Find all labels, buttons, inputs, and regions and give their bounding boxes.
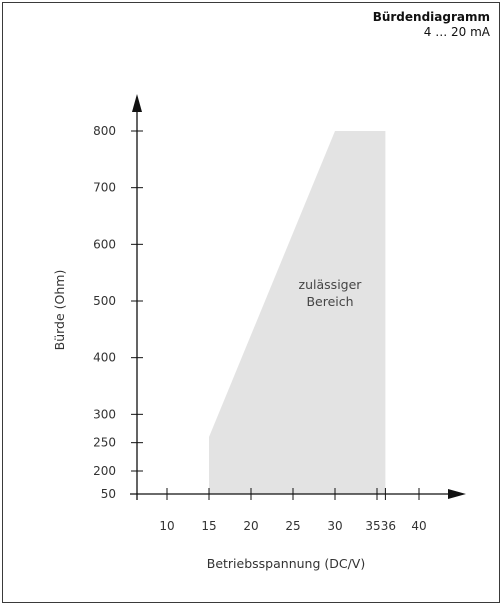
y-tick-label: 800 xyxy=(93,124,116,138)
chart-subtitle: 4 … 20 mA xyxy=(423,25,490,39)
x-tick-label: 35 xyxy=(365,519,380,533)
y-tick-label: 700 xyxy=(93,181,116,195)
y-axis-label: Bürde (Ohm) xyxy=(52,270,67,351)
ticks-layer: 10 15 20 25 30 35 36 40 50 200 250 300 400 500 600 700 8… xyxy=(93,124,427,533)
x-tick-label: 30 xyxy=(327,519,342,533)
y-tick-label: 400 xyxy=(93,351,116,365)
x-tick-label: 10 xyxy=(159,519,174,533)
y-tick-label: 600 xyxy=(93,237,116,251)
y-tick-label: 500 xyxy=(93,294,116,308)
x-axis-arrowhead xyxy=(448,489,466,499)
permissible-region xyxy=(209,131,386,494)
x-axis-label: Betriebsspannung (DC/V) xyxy=(207,556,366,571)
y-tick-label: 200 xyxy=(93,464,116,478)
y-tick-label: 300 xyxy=(93,407,116,421)
y-tick-label: 50 xyxy=(101,487,116,501)
y-axis-arrowhead xyxy=(132,94,142,112)
region-label-line1: zulässiger xyxy=(299,277,363,292)
x-tick-label: 36 xyxy=(381,519,396,533)
x-tick-label: 15 xyxy=(201,519,216,533)
y-tick-label: 250 xyxy=(93,436,116,450)
x-tick-label: 20 xyxy=(243,519,258,533)
x-tick-label: 40 xyxy=(411,519,426,533)
chart-title: Bürdendiagramm xyxy=(372,10,490,24)
permissible-region-layer xyxy=(209,131,386,494)
chart-title-block: Bürdendiagramm 4 … 20 mA xyxy=(373,10,490,40)
x-tick-label: 25 xyxy=(285,519,300,533)
region-label-line2: Bereich xyxy=(306,294,353,309)
chart-frame xyxy=(2,2,500,603)
